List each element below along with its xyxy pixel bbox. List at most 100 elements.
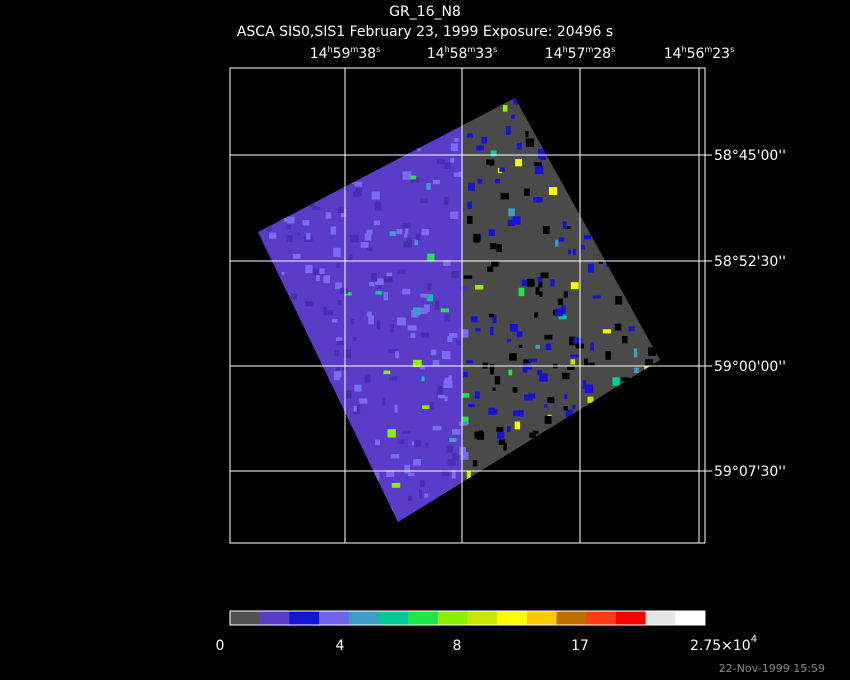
noise-pixel [569,336,576,346]
noise-pixel [508,369,513,376]
noise-pixel [406,237,412,242]
noise-pixel [584,358,589,367]
noise-pixel [648,347,657,356]
noise-pixel [486,159,495,165]
colorbar-swatch [645,611,676,625]
colorbar-swatch [675,611,706,625]
noise-pixel [513,98,520,105]
noise-pixel [561,372,570,380]
noise-pixel [507,338,512,342]
ra-label: 14h57m28s [545,45,616,62]
colorbar-swatch [230,611,261,625]
colorbar-swatch [348,611,379,625]
noise-pixel [410,333,416,338]
noise-pixel [525,138,535,147]
noise-pixel [476,431,485,440]
noise-pixel [302,220,310,226]
noise-pixel [306,232,311,240]
ra-value: 38 [358,46,376,62]
noise-pixel [335,262,341,269]
noise-pixel [563,291,568,298]
colorbar-label: 4 [336,638,345,654]
noise-pixel [377,285,382,290]
noise-pixel [434,300,440,310]
noise-pixel [572,404,576,410]
noise-pixel [490,369,494,375]
noise-pixel [459,421,468,426]
noise-pixel [558,315,567,320]
noise-pixel [545,343,552,351]
noise-pixel [460,286,468,292]
ra-unit: h [563,45,568,54]
noise-pixel [588,362,595,366]
noise-pixel [311,206,321,210]
noise-pixel [374,439,381,446]
noise-pixel [281,271,285,275]
noise-pixel [421,228,430,236]
colorbar-swatch [378,611,409,625]
noise-pixel [426,182,431,190]
noise-pixel [387,429,396,438]
colorbar-label: 0 [216,638,225,654]
noise-pixel [336,367,341,371]
noise-pixel [410,175,417,180]
noise-pixel [582,380,587,389]
noise-pixel [453,172,463,178]
noise-pixel [419,366,425,370]
noise-pixel [509,324,518,332]
noise-pixel [605,351,611,360]
noise-pixel [548,187,558,195]
noise-pixel [405,228,409,235]
noise-pixel [466,360,474,364]
colorbar-swatch [556,611,587,625]
noise-pixel [283,217,291,222]
noise-pixel [467,201,472,210]
noise-pixel [366,311,372,317]
noise-pixel [332,319,338,323]
noise-pixel [564,394,568,400]
noise-pixel [350,319,355,325]
noise-pixel [474,391,480,399]
noise-pixel [337,299,342,306]
noise-pixel [513,410,520,417]
noise-pixel [447,458,456,466]
coordinate-grid [229,67,706,544]
noise-pixel [323,275,330,284]
noise-pixel [415,233,421,241]
ra-value: 14 [427,46,445,62]
noise-pixel [489,326,494,336]
noise-pixel [444,396,448,402]
noise-pixel [352,191,360,198]
noise-pixel [383,275,393,283]
noise-pixel [459,446,467,455]
noise-pixel [525,130,529,138]
noise-pixel [390,453,400,459]
noise-pixel [509,353,517,361]
colorbar-swatch [467,611,498,625]
noise-pixel [512,387,518,393]
noise-pixel [430,349,437,356]
noise-pixel [496,426,504,432]
noise-pixel [443,196,449,205]
colorbar-swatch [319,611,350,625]
noise-pixel [410,177,420,183]
ra-unit: m [350,45,358,54]
noise-pixel [375,278,384,285]
noise-pixel [634,367,639,373]
ra-unit: h [328,45,333,54]
noise-pixel [537,276,543,282]
noise-pixel [402,223,411,228]
title: GR_16_N8 [389,4,461,20]
noise-pixel [413,307,421,316]
noise-pixel [492,387,496,391]
noise-pixel [359,398,368,404]
noise-pixel [265,225,272,231]
colorbar-swatch [408,611,439,625]
ra-unit: s [730,45,734,54]
noise-pixel [468,182,475,191]
noise-pixel [335,337,343,341]
noise-pixel [584,384,594,393]
noise-pixel [407,495,412,501]
noise-pixel [512,216,521,225]
noise-pixel [473,233,481,243]
